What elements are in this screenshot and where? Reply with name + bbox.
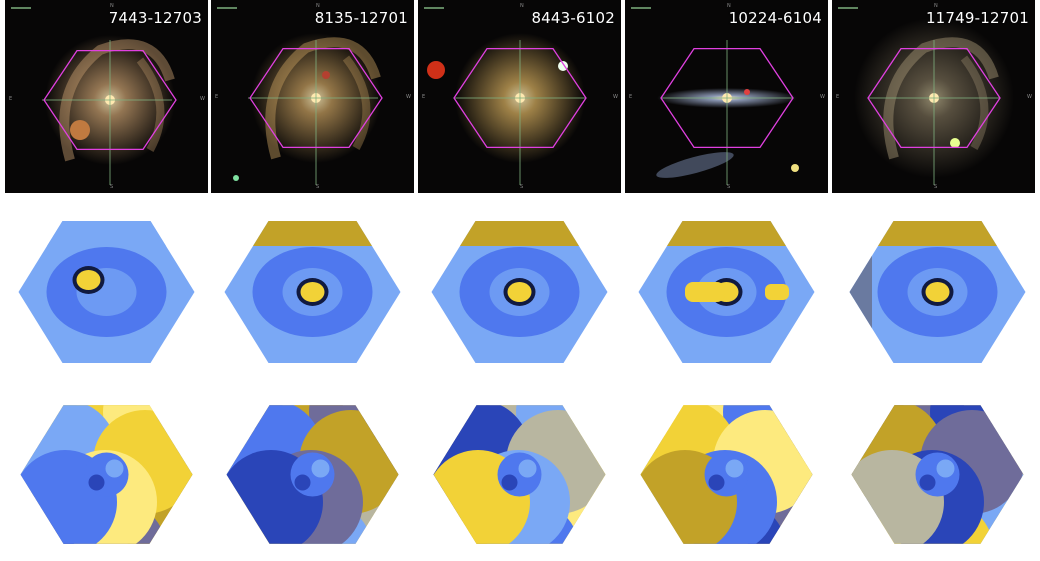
galaxy-image	[424, 7, 587, 185]
galaxy-image-panel: 8135-12701 N S E W	[211, 0, 414, 193]
voronoi-bin-map-panel	[418, 392, 621, 557]
compass-north-label: N	[727, 3, 731, 9]
galaxy-image-panel: 11749-12701 N S E W	[832, 0, 1035, 193]
ifu-hexagon	[453, 47, 587, 149]
compass-south-label: S	[520, 184, 524, 190]
compass-east-label: E	[836, 94, 840, 100]
compass-south-label: S	[316, 184, 320, 190]
voronoi-bin-map-panel	[211, 392, 414, 557]
galaxy-image	[838, 7, 1014, 185]
voronoi-bin-map	[20, 405, 193, 544]
compass-south-label: S	[934, 184, 938, 190]
compass-east-label: E	[215, 94, 219, 100]
compass-north-label: N	[520, 3, 524, 9]
voronoi-bin-map	[851, 405, 1024, 544]
segmentation-map	[18, 221, 195, 363]
segmentation-map	[431, 221, 608, 363]
segmentation-map	[224, 221, 401, 363]
segmentation-map-panel	[832, 206, 1035, 378]
plateifu-label: 8135-12701	[314, 9, 408, 27]
ifu-hexagon	[867, 47, 1001, 149]
ifu-hexagon	[43, 49, 177, 151]
compass-west-label: W	[406, 94, 411, 100]
voronoi-bin-map-panel	[832, 392, 1035, 557]
compass-west-label: W	[200, 96, 205, 102]
compass-east-label: E	[629, 94, 633, 100]
galaxy-image-panel: 7443-12703 N S E W	[5, 0, 208, 193]
segmentation-map-panel	[211, 206, 414, 378]
segmentation-map	[849, 221, 1026, 363]
plateifu-label: 8443-6102	[531, 9, 615, 27]
voronoi-bin-map-panel	[5, 392, 208, 557]
ifu-hexagon	[249, 47, 383, 149]
segmentation-map-panel	[418, 206, 621, 378]
compass-west-label: W	[613, 94, 618, 100]
voronoi-bin-map	[640, 405, 813, 544]
plateifu-label: 7443-12703	[108, 9, 202, 27]
compass-north-label: N	[316, 3, 320, 9]
galaxy-image-panel: 10224-6104 N S E W	[625, 0, 828, 193]
galaxy-image-panel: 8443-6102 N S E W	[418, 0, 621, 193]
segmentation-map-panel	[5, 206, 208, 378]
compass-east-label: E	[422, 94, 426, 100]
galaxy-image	[217, 7, 383, 185]
compass-south-label: S	[727, 184, 731, 190]
compass-east-label: E	[9, 96, 13, 102]
compass-south-label: S	[110, 184, 114, 190]
segmentation-map	[638, 221, 815, 363]
compass-north-label: N	[934, 3, 938, 9]
voronoi-bin-map	[226, 405, 399, 544]
galaxy-image	[631, 7, 799, 185]
voronoi-bin-map	[433, 405, 606, 544]
compass-west-label: W	[820, 94, 825, 100]
plateifu-label: 10224-6104	[728, 9, 822, 27]
segmentation-map-panel	[625, 206, 828, 378]
voronoi-bin-map-panel	[625, 392, 828, 557]
ifu-hexagon	[660, 47, 794, 149]
compass-west-label: W	[1027, 94, 1032, 100]
galaxy-image	[11, 7, 177, 185]
compass-north-label: N	[110, 3, 114, 9]
plateifu-label: 11749-12701	[925, 9, 1029, 27]
